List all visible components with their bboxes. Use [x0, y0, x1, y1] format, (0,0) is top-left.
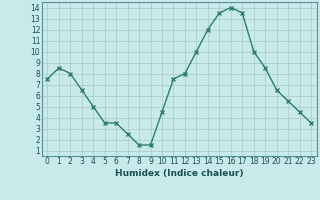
X-axis label: Humidex (Indice chaleur): Humidex (Indice chaleur) — [115, 169, 244, 178]
